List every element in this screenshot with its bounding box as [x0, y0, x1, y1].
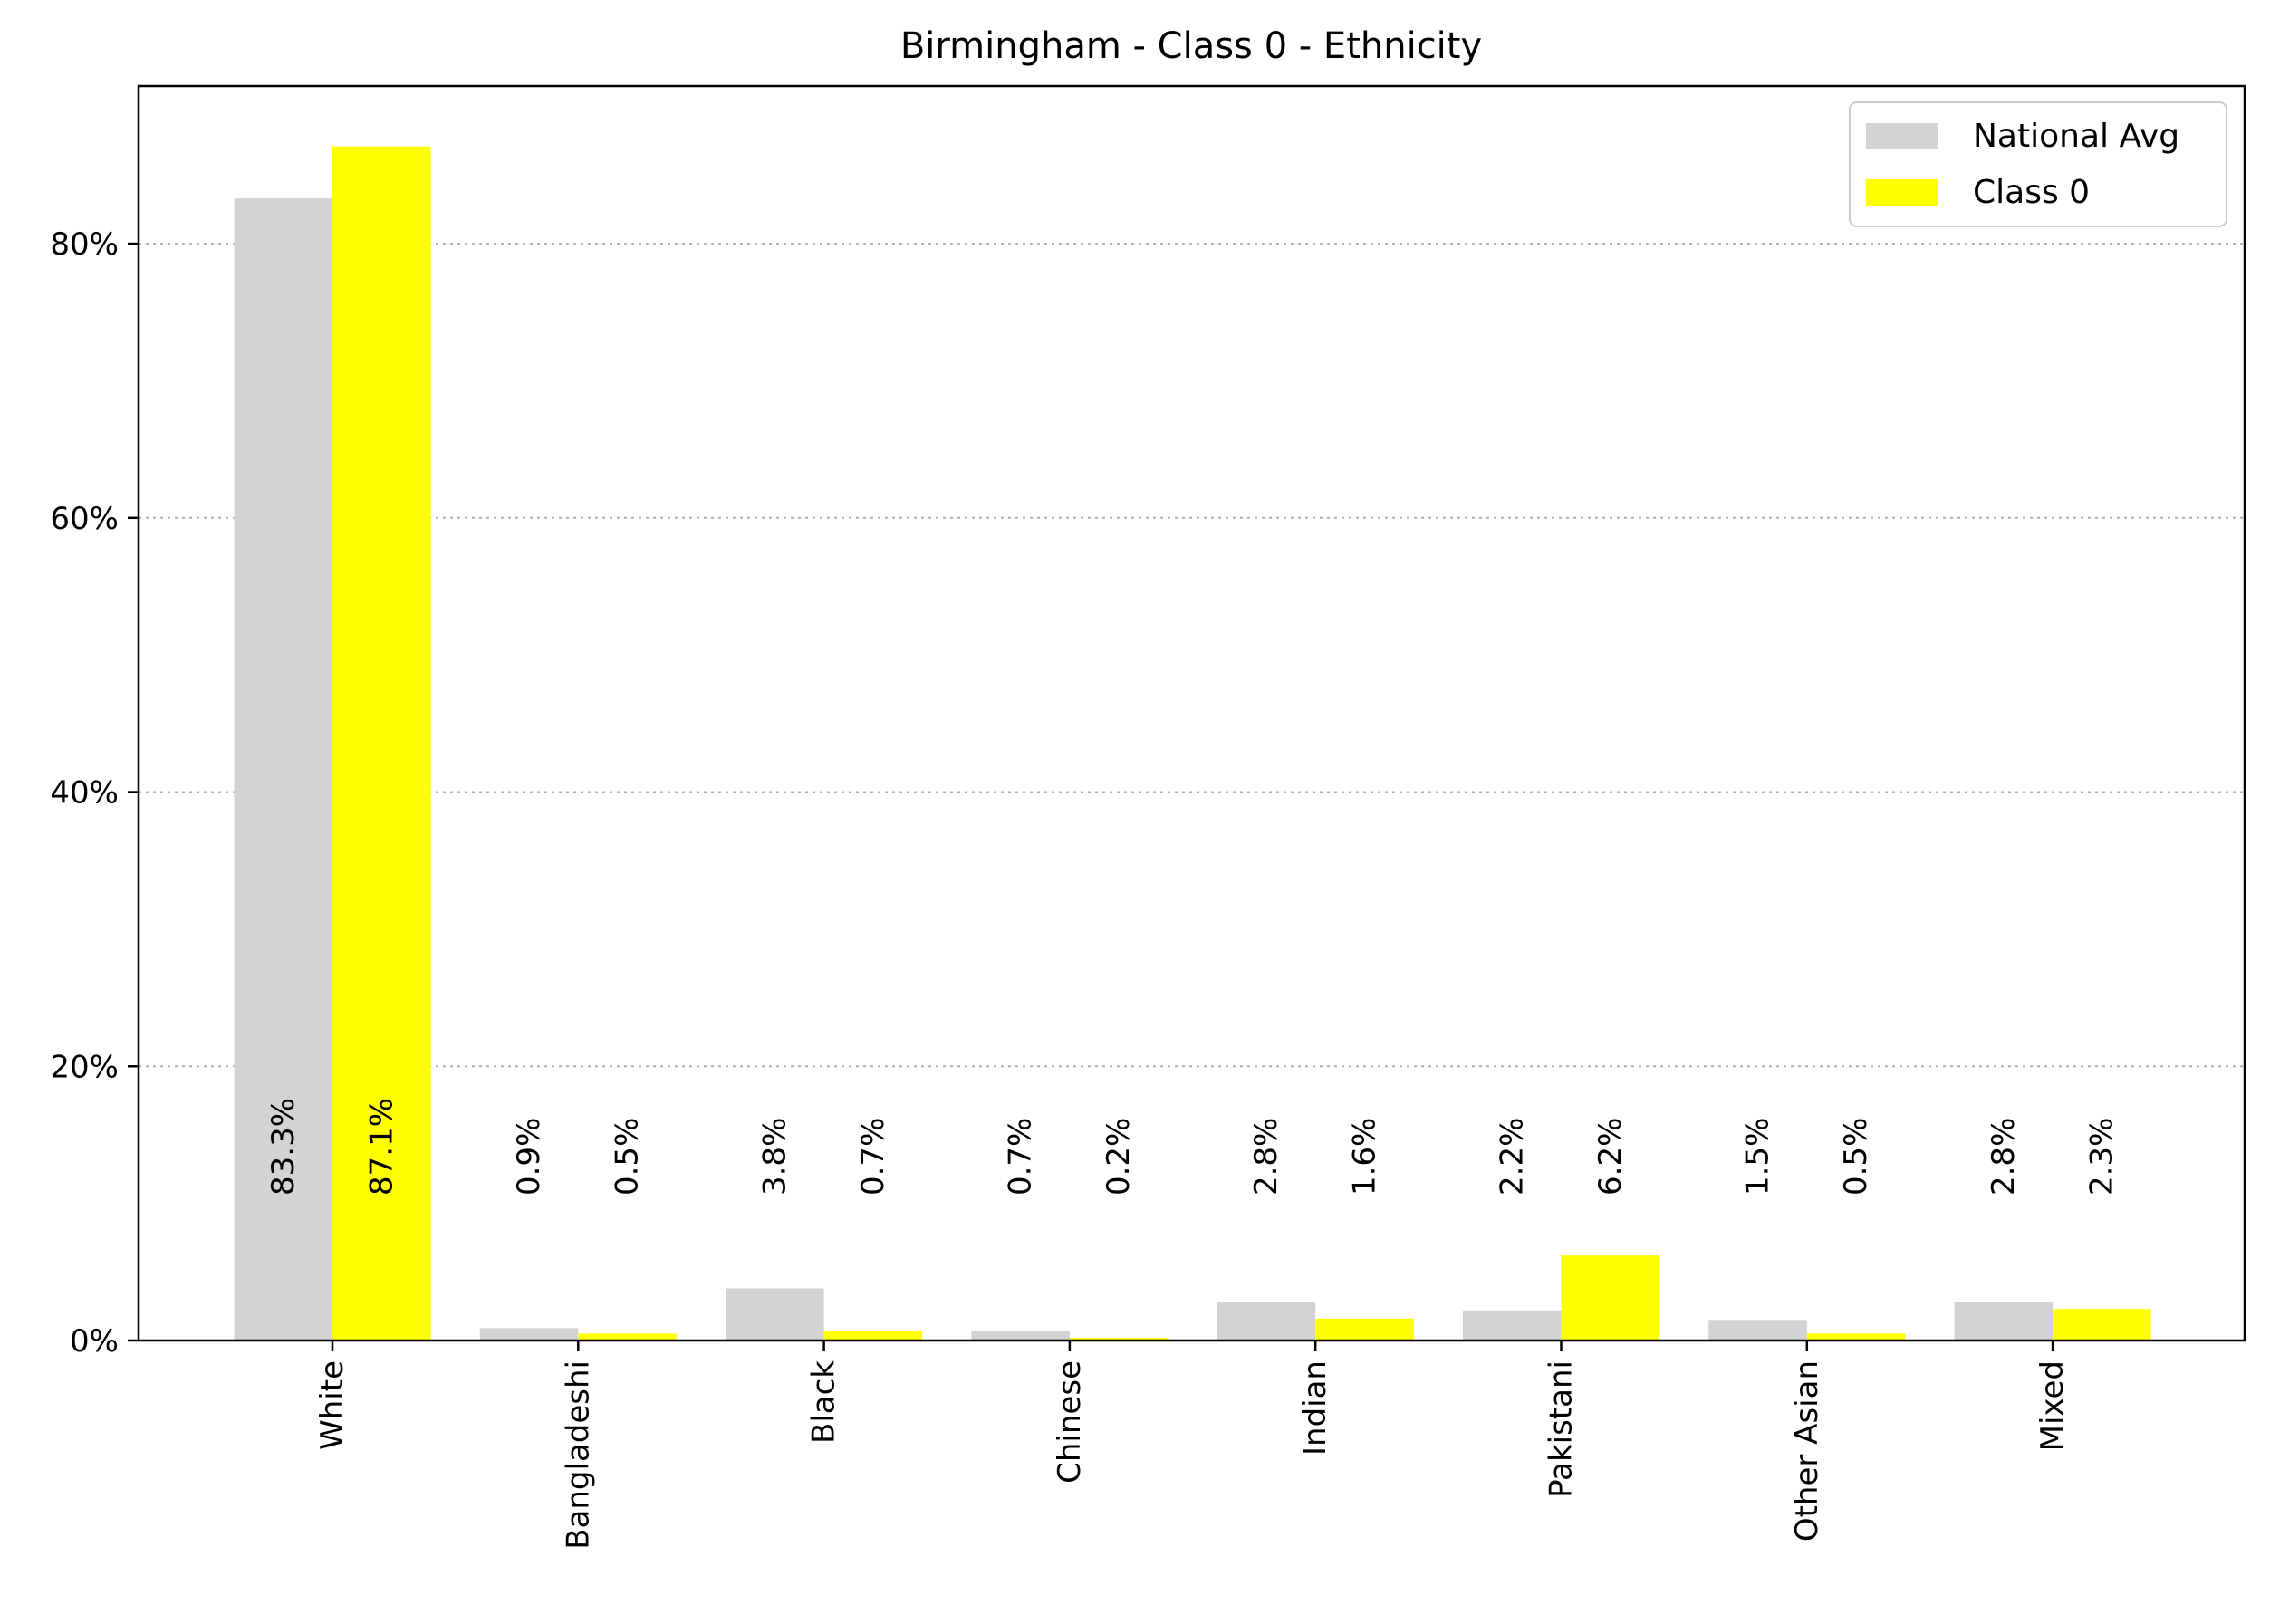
y-tick-label: 0%	[70, 1323, 119, 1360]
bar-label-national-avg-other-asian: 1.5%	[1740, 1118, 1776, 1196]
x-tick-label-indian: Indian	[1297, 1360, 1333, 1456]
bar-label-class-0-black: 0.7%	[855, 1118, 891, 1196]
x-tick-label-bangladeshi: Bangladeshi	[560, 1360, 596, 1550]
bar-class-0-pakistani	[1561, 1255, 1659, 1341]
bar-label-class-0-pakistani: 6.2%	[1592, 1118, 1629, 1196]
x-tick-label-chinese: Chinese	[1052, 1360, 1088, 1484]
chart-title: Birmingham - Class 0 - Ethnicity	[900, 25, 1482, 67]
bar-class-0-bangladeshi	[578, 1333, 677, 1341]
bar-label-national-avg-mixed: 2.8%	[1986, 1118, 2022, 1196]
y-tick-label: 40%	[50, 775, 119, 812]
legend-swatch-class-0	[1866, 179, 1938, 206]
bar-label-class-0-chinese: 0.2%	[1101, 1118, 1137, 1196]
bar-class-0-indian	[1315, 1318, 1414, 1341]
x-tick-label-mixed: Mixed	[2034, 1360, 2071, 1451]
x-tick-label-black: Black	[806, 1360, 842, 1444]
legend-box	[1849, 101, 2227, 227]
bar-class-0-mixed	[2053, 1309, 2151, 1341]
legend-label-national-avg: National Avg	[1973, 118, 2179, 155]
bar-national-avg-black	[726, 1288, 824, 1341]
bar-national-avg-bangladeshi	[479, 1328, 579, 1341]
bar-labels: 83.3% 0.9% 3.8% 0.7% 2.8% 2.2% 1.5% 2.8% 87.1% 0.…	[265, 1098, 2121, 1196]
bar-national-avg-chinese	[971, 1331, 1070, 1341]
gridlines	[139, 243, 2245, 1068]
plot-frame	[137, 84, 2246, 1342]
y-axis: 0% 20% 40% 60% 80%	[50, 226, 139, 1360]
bars	[234, 146, 2151, 1341]
bar-national-avg-white	[234, 198, 332, 1341]
legend-label-class-0: Class 0	[1973, 174, 2090, 211]
bar-national-avg-indian	[1217, 1302, 1316, 1341]
bar-class-0-black	[823, 1331, 923, 1341]
bar-class-0-white	[332, 146, 431, 1341]
bar-label-national-avg-indian: 2.8%	[1248, 1118, 1284, 1196]
x-axis: White Bangladeshi Black Chinese Indian Pakist…	[314, 1341, 2071, 1550]
bar-label-national-avg-white: 83.3%	[265, 1098, 302, 1196]
y-tick-label: 60%	[50, 501, 119, 537]
bar-label-national-avg-black: 3.8%	[756, 1118, 793, 1196]
bar-label-class-0-white: 87.1%	[363, 1098, 399, 1196]
x-tick-label-pakistani: Pakistani	[1544, 1360, 1580, 1498]
x-tick-label-other-asian: Other Asian	[1789, 1360, 1825, 1542]
bar-label-class-0-bangladeshi: 0.5%	[610, 1118, 646, 1196]
bar-label-class-0-mixed: 2.3%	[2083, 1118, 2120, 1196]
bar-national-avg-pakistani	[1463, 1310, 1562, 1341]
bar-label-national-avg-bangladeshi: 0.9%	[511, 1118, 547, 1196]
bar-label-national-avg-pakistani: 2.2%	[1494, 1118, 1530, 1196]
bar-label-class-0-other-asian: 0.5%	[1838, 1118, 1874, 1196]
bar-national-avg-mixed	[1954, 1302, 2054, 1341]
x-tick-label-white: White	[314, 1360, 351, 1450]
bar-label-class-0-indian: 1.6%	[1346, 1118, 1382, 1196]
legend: National Avg Class 0	[1849, 101, 2227, 227]
y-tick-label: 80%	[50, 226, 119, 263]
bar-label-national-avg-chinese: 0.7%	[1003, 1118, 1039, 1196]
y-tick-label: 20%	[50, 1049, 119, 1085]
bar-national-avg-other-asian	[1708, 1320, 1807, 1341]
bar-class-0-chinese	[1069, 1337, 1169, 1341]
legend-swatch-national-avg	[1866, 123, 1938, 149]
bar-class-0-other-asian	[1806, 1333, 1906, 1341]
